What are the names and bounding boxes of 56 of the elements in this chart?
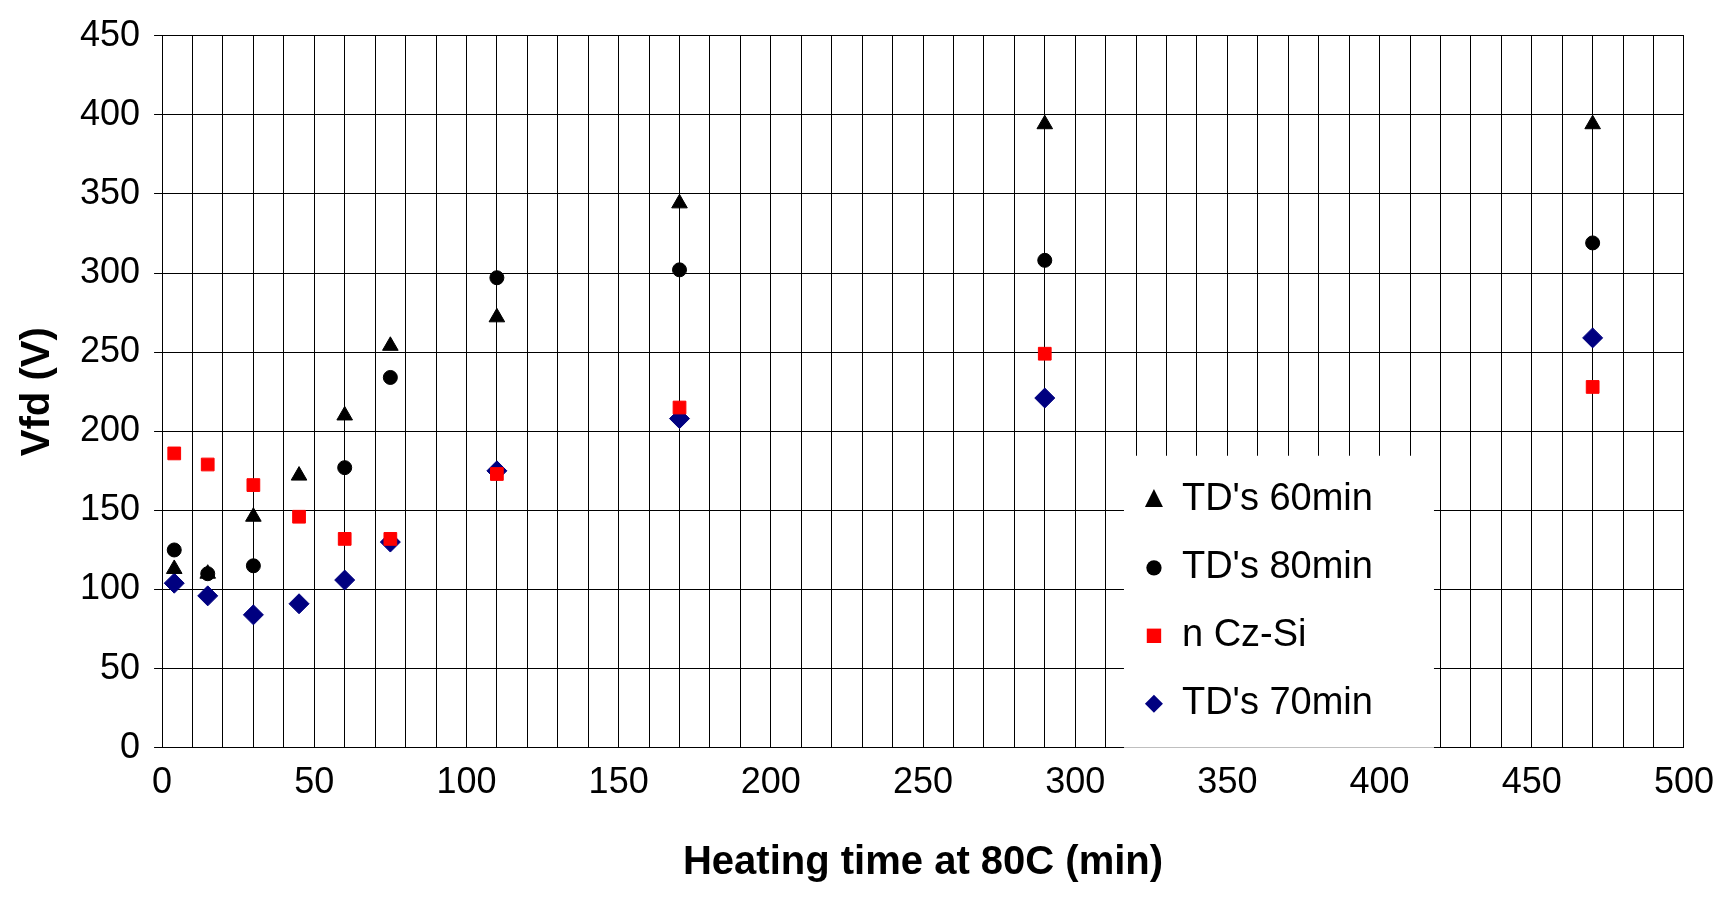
legend-label: TD's 80min [1181,544,1373,587]
point [163,572,185,594]
y-tick-label: 100 [79,566,141,608]
x-tick-label: 450 [1501,760,1562,802]
y-tick-label: 450 [79,12,141,54]
point [197,585,219,607]
legend-label: n Cz-Si [1181,612,1307,655]
point [167,446,182,461]
y-tick-label: 150 [79,487,141,529]
point [382,369,398,385]
point [672,400,687,415]
point [1585,235,1601,251]
point [488,307,506,323]
point [1037,252,1053,268]
point [672,262,688,278]
point [337,460,353,476]
x-tick-label: 500 [1653,760,1715,802]
point [242,604,264,626]
y-tick-label: 200 [79,408,141,450]
legend-label: TD's 60min [1181,476,1373,519]
x-tick-label: 350 [1197,760,1258,802]
point [1584,114,1601,130]
y-tick-label: 350 [79,170,141,212]
y-tick-label: 400 [79,91,141,133]
point [1585,380,1600,394]
y-tick-label: 0 [120,724,141,766]
point [1034,387,1056,409]
point [200,457,215,472]
x-tick-label: 300 [1045,760,1106,802]
point [245,558,261,574]
point [1582,327,1604,349]
y-tick-label: 250 [79,329,141,371]
point [334,569,356,591]
point [337,532,352,546]
point [1036,114,1054,130]
point [288,593,310,615]
legend-label: TD's 70min [1181,680,1373,723]
x-tick-label: 150 [588,760,649,802]
x-axis-title: Heating time at 80C (min) [682,838,1164,883]
x-tick-label: 0 [152,760,173,802]
x-tick-label: 50 [294,760,335,802]
y-tick-label: 300 [79,249,141,291]
y-tick-label: 50 [100,645,141,687]
point [292,509,306,524]
x-tick-label: 250 [892,760,954,802]
point [1037,346,1052,361]
point [246,478,261,492]
point [166,542,182,558]
point [671,193,688,209]
x-tick-label: 200 [740,760,801,802]
x-tick-label: 400 [1349,760,1410,802]
point [382,336,399,351]
y-axis-title: Vfd (V) [13,327,58,457]
point [290,466,308,481]
x-tick-label: 100 [436,760,497,802]
point [489,270,505,286]
